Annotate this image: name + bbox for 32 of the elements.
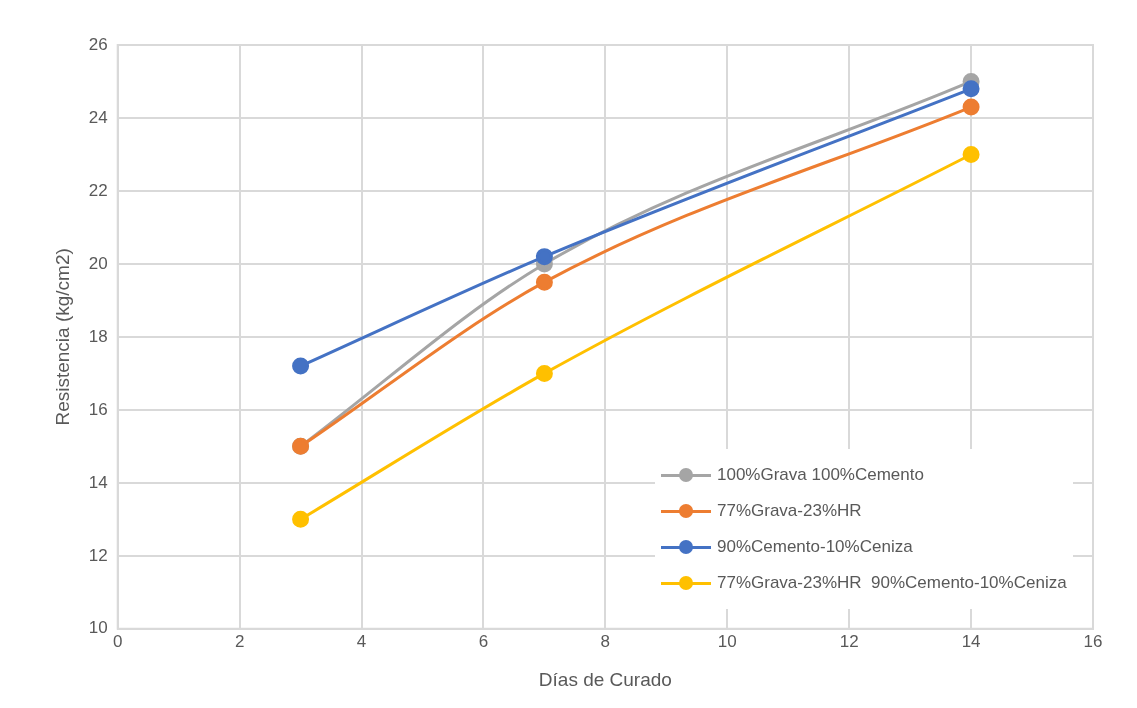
x-tick-label: 16 [1083, 631, 1103, 651]
legend-label: 77%Grava-23%HR 90%Cemento-10%Ceniza [717, 572, 1067, 593]
y-tick-label: 10 [88, 618, 108, 638]
y-tick-label: 16 [88, 399, 108, 419]
x-tick-label: 14 [961, 631, 981, 651]
legend-label: 100%Grava 100%Cemento [717, 464, 924, 485]
x-tick-label: 8 [600, 631, 611, 651]
point [535, 248, 553, 266]
point [962, 145, 980, 163]
y-axis-title: Resistencia (kg/cm2) [51, 248, 73, 426]
y-tick-label: 24 [88, 107, 108, 127]
y-tick-label: 22 [88, 180, 108, 200]
x-tick-label: 0 [112, 631, 123, 651]
x-tick-label: 12 [839, 631, 859, 651]
point [535, 364, 553, 382]
point [962, 98, 980, 116]
y-tick-label: 18 [88, 326, 108, 346]
point [292, 357, 310, 375]
x-axis-title: Días de Curado [538, 668, 672, 690]
legend-label: 90%Cemento-10%Ceniza [717, 536, 913, 557]
x-tick-label: 4 [356, 631, 367, 651]
y-tick-label: 26 [88, 34, 108, 54]
point [292, 510, 310, 528]
y-tick-label: 14 [88, 472, 108, 492]
legend-label: 77%Grava-23%HR [717, 500, 862, 521]
x-tick-label: 10 [717, 631, 737, 651]
y-tick-label: 12 [88, 545, 108, 565]
y-tick-label: 20 [88, 253, 108, 273]
x-tick-label: 2 [234, 631, 245, 651]
x-tick-label: 6 [478, 631, 489, 651]
point [962, 80, 980, 98]
point [535, 273, 553, 291]
